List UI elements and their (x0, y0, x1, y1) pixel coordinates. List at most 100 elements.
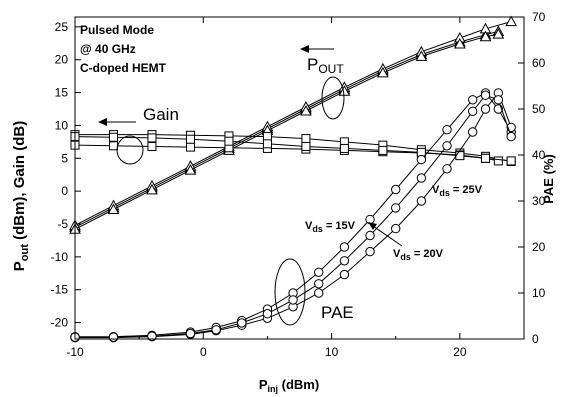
circle-marker (339, 242, 350, 252)
series-pout-0 (69, 25, 505, 232)
pae-ellipse (274, 258, 306, 326)
series-gain-5 (70, 132, 516, 166)
circle-marker (416, 173, 427, 183)
circle-marker (442, 125, 452, 135)
series-pae-8 (70, 90, 516, 342)
triangle-marker (454, 37, 466, 49)
y-right-tick-label: 60 (532, 56, 546, 70)
circle-marker (147, 331, 157, 341)
gain-label: Gain (143, 105, 179, 124)
y-right-tick-label: 0 (532, 332, 539, 346)
triangle-marker (146, 183, 158, 195)
square-marker (301, 141, 311, 151)
vds-25-label: Vds = 25V (432, 184, 483, 198)
x-tick-label: 0 (200, 345, 207, 359)
circle-marker (314, 279, 324, 289)
y-right-tick-label: 20 (532, 240, 546, 254)
info-line-2: @ 40 GHz (80, 42, 136, 56)
circle-marker (416, 154, 427, 165)
y-right-tick-label: 30 (532, 194, 546, 208)
y-left-axis-title: Pout (dBm), Gain (dB) (11, 121, 31, 271)
y-left-tick-label: -15 (51, 283, 69, 297)
square-marker (185, 142, 195, 152)
circle-marker (480, 104, 491, 114)
square-marker (506, 156, 516, 166)
y-right-tick-label: 50 (532, 102, 546, 116)
vds-15-label: Vds = 15V (305, 220, 356, 234)
vds-20-pointer (372, 225, 403, 247)
y-right-tick-label: 40 (532, 148, 546, 162)
circle-marker (467, 106, 478, 117)
triangle-marker (492, 28, 505, 39)
gain-arrowhead (98, 118, 107, 126)
square-marker (301, 134, 311, 144)
square-marker (224, 136, 234, 146)
pae-label: PAE (321, 303, 354, 322)
triangle-marker (415, 50, 428, 61)
vds-20-label: Vds = 20V (393, 248, 444, 262)
circle-marker (416, 196, 427, 206)
circle-marker (262, 309, 273, 319)
circle-marker (391, 203, 401, 213)
y-left-tick-label: -10 (51, 250, 69, 264)
circle-marker (314, 288, 324, 298)
y-left-tick-label: -20 (51, 316, 69, 330)
square-marker (481, 153, 491, 163)
circle-marker (391, 184, 401, 195)
circle-marker (339, 256, 350, 266)
circle-marker (467, 127, 478, 137)
y-left-tick-label: -5 (57, 217, 68, 231)
axis-ticks: -10 0 10 20 -20 -15 -10 -5 0 5 10 15 20 25 0 10 20 30 40 50… (51, 10, 546, 359)
square-marker (147, 141, 157, 151)
circle-marker (391, 223, 401, 234)
y-left-tick-label: 10 (55, 118, 69, 132)
circle-marker (467, 95, 478, 105)
circle-marker (365, 214, 375, 225)
square-marker (262, 139, 272, 149)
gain-ellipse (116, 135, 144, 165)
square-marker (185, 134, 195, 144)
x-tick-label: -10 (66, 345, 84, 359)
pout-label: POUT (307, 55, 344, 76)
info-line-1: Pulsed Mode (80, 23, 154, 37)
plot-frame (74, 16, 525, 340)
circle-marker (493, 95, 504, 105)
circle-marker (211, 325, 221, 335)
series-layer (69, 15, 518, 343)
circle-marker (314, 267, 324, 277)
series-pout-2 (69, 28, 505, 234)
y-right-tick-label: 10 (532, 286, 546, 300)
pout-ellipse (321, 76, 345, 120)
circle-marker (442, 164, 452, 174)
square-marker (493, 156, 503, 166)
circle-marker (237, 318, 247, 328)
square-marker (455, 151, 465, 161)
pout-arrowhead (300, 45, 309, 53)
y-left-tick-label: 25 (55, 20, 69, 34)
x-axis-title: Pinj (dBm) (259, 377, 319, 394)
y-left-tick-label: 5 (61, 151, 68, 165)
square-marker (339, 143, 349, 153)
y-right-tick-label: 70 (532, 10, 546, 24)
triangle-marker (107, 203, 120, 215)
series-line (74, 144, 499, 162)
y-left-tick-label: 15 (55, 86, 69, 100)
x-tick-label: 20 (453, 345, 467, 359)
circle-marker (480, 90, 491, 100)
y-left-tick-label: 20 (55, 53, 69, 67)
triangle-marker (300, 104, 312, 116)
square-marker (108, 141, 118, 151)
circle-marker (185, 328, 196, 339)
y-right-axis-title: PAE (%) (541, 154, 556, 204)
circle-marker (506, 131, 516, 142)
vds-20-arrowhead (368, 222, 377, 230)
circle-marker (442, 141, 452, 151)
triangle-marker (505, 15, 518, 27)
circle-marker (365, 230, 375, 241)
square-marker (108, 132, 118, 142)
circle-marker (339, 269, 350, 280)
circle-marker (108, 332, 119, 342)
circle-marker (288, 295, 298, 305)
triangle-marker (479, 30, 492, 42)
